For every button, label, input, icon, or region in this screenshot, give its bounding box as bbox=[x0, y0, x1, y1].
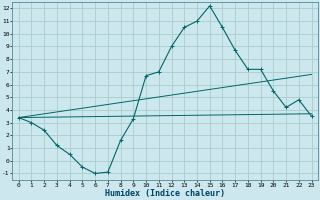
X-axis label: Humidex (Indice chaleur): Humidex (Indice chaleur) bbox=[105, 189, 225, 198]
